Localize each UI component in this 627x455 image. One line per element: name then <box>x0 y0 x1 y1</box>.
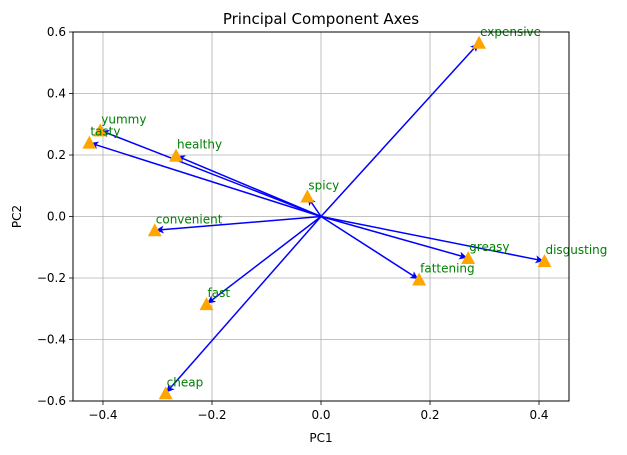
point-label: cheap <box>167 375 204 389</box>
y-tick-label: 0.6 <box>47 25 66 39</box>
point-markers <box>82 35 552 400</box>
y-tick-label: 0.4 <box>47 87 66 101</box>
x-tick-label: −0.4 <box>88 408 117 422</box>
point-marker <box>93 123 108 137</box>
chart-title: Principal Component Axes <box>223 10 419 28</box>
loading-arrow <box>155 215 322 234</box>
x-tick-label: 0.2 <box>420 408 439 422</box>
point-marker <box>300 189 315 203</box>
y-tick-label: −0.6 <box>37 394 66 408</box>
x-tick-label: 0.0 <box>311 408 330 422</box>
point-marker <box>537 254 552 268</box>
loading-arrow <box>176 155 322 218</box>
loading-arrow <box>320 215 419 280</box>
point-label: healthy <box>177 138 222 152</box>
point-label: fattening <box>420 262 475 276</box>
point-marker <box>169 148 184 162</box>
y-tick-label: 0.0 <box>47 210 66 224</box>
point-marker <box>412 272 427 286</box>
point-label: convenient <box>156 212 223 226</box>
x-axis-label: PC1 <box>309 431 332 445</box>
y-tick-label: 0.2 <box>47 148 66 162</box>
point-marker <box>461 251 476 264</box>
point-label: tasty <box>90 125 120 139</box>
point-label: yummy <box>101 112 146 126</box>
point-marker <box>82 135 97 149</box>
x-tick-label: 0.4 <box>529 408 548 422</box>
point-label: fast <box>208 286 231 300</box>
x-tick-label: −0.2 <box>197 408 226 422</box>
point-label: spicy <box>308 179 339 193</box>
y-axis-label: PC2 <box>10 205 24 228</box>
loading-arrow <box>207 215 322 304</box>
point-label: disgusting <box>545 243 607 257</box>
ticks: −0.4 −0.2 0.0 0.2 0.4 −0.6 −0.4 −0.2 0.0 0.2 0.4 0.… <box>37 25 549 422</box>
loading-arrow <box>320 215 468 260</box>
point-marker <box>158 386 173 400</box>
loading-arrows <box>90 43 544 393</box>
loading-arrow <box>320 43 479 218</box>
point-marker <box>199 297 214 311</box>
y-tick-label: −0.2 <box>37 271 66 285</box>
loading-arrow <box>90 141 322 218</box>
point-marker <box>147 223 162 237</box>
point-label: greasy <box>469 240 509 254</box>
point-marker <box>472 35 487 49</box>
loading-arrow <box>320 215 544 264</box>
loading-arrow <box>166 216 322 393</box>
loading-arrow <box>101 129 322 218</box>
y-tick-label: −0.4 <box>37 333 66 347</box>
